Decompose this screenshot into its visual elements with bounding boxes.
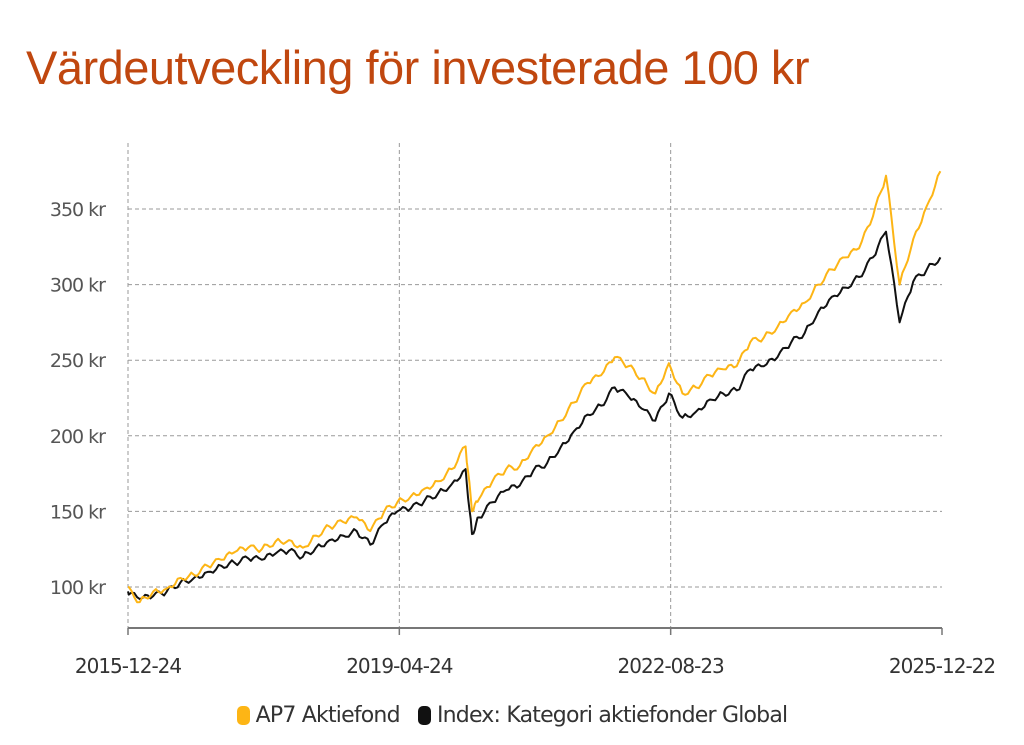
y-axis-ticks: 100 kr 150 kr 200 kr 250 kr 300 kr 350 kr bbox=[50, 199, 107, 599]
x-tick-label: 2025-12-22 bbox=[889, 654, 995, 678]
y-tick-label: 150 kr bbox=[50, 501, 106, 523]
x-tick-label: 2022-08-23 bbox=[618, 654, 725, 678]
legend-label-index: Index: Kategori aktiefonder Global bbox=[436, 703, 788, 728]
x-tick-label: 2019-04-24 bbox=[346, 654, 453, 678]
chart-title: Värdeutveckling för investerade 100 kr bbox=[26, 41, 810, 94]
legend-swatch-index bbox=[417, 706, 431, 725]
series-lines bbox=[127, 170, 942, 604]
legend-item-index[interactable]: Index: Kategori aktiefonder Global bbox=[417, 703, 788, 728]
y-tick-label: 200 kr bbox=[50, 426, 106, 448]
x-tick-label: 2015-12-24 bbox=[75, 654, 182, 678]
legend: AP7 Aktiefond Index: Kategori aktiefonde… bbox=[0, 703, 1024, 731]
y-tick-label: 300 kr bbox=[50, 275, 106, 297]
y-tick-label: 250 kr bbox=[50, 350, 106, 372]
series-line-ap7 bbox=[127, 170, 942, 604]
y-tick-label: 100 kr bbox=[50, 577, 106, 599]
line-chart: 100 kr 150 kr 200 kr 250 kr 300 kr 350 kr 201… bbox=[50, 143, 996, 678]
legend-swatch-ap7 bbox=[236, 706, 250, 725]
legend-label-ap7: AP7 Aktiefond bbox=[255, 703, 401, 728]
series-line-index bbox=[127, 230, 942, 601]
x-axis: 2015-12-24 2019-04-24 2022-08-23 2025-12-22 bbox=[75, 627, 996, 678]
y-tick-label: 350 kr bbox=[50, 199, 106, 221]
legend-item-ap7[interactable]: AP7 Aktiefond bbox=[236, 703, 401, 728]
grid-lines bbox=[127, 143, 942, 628]
